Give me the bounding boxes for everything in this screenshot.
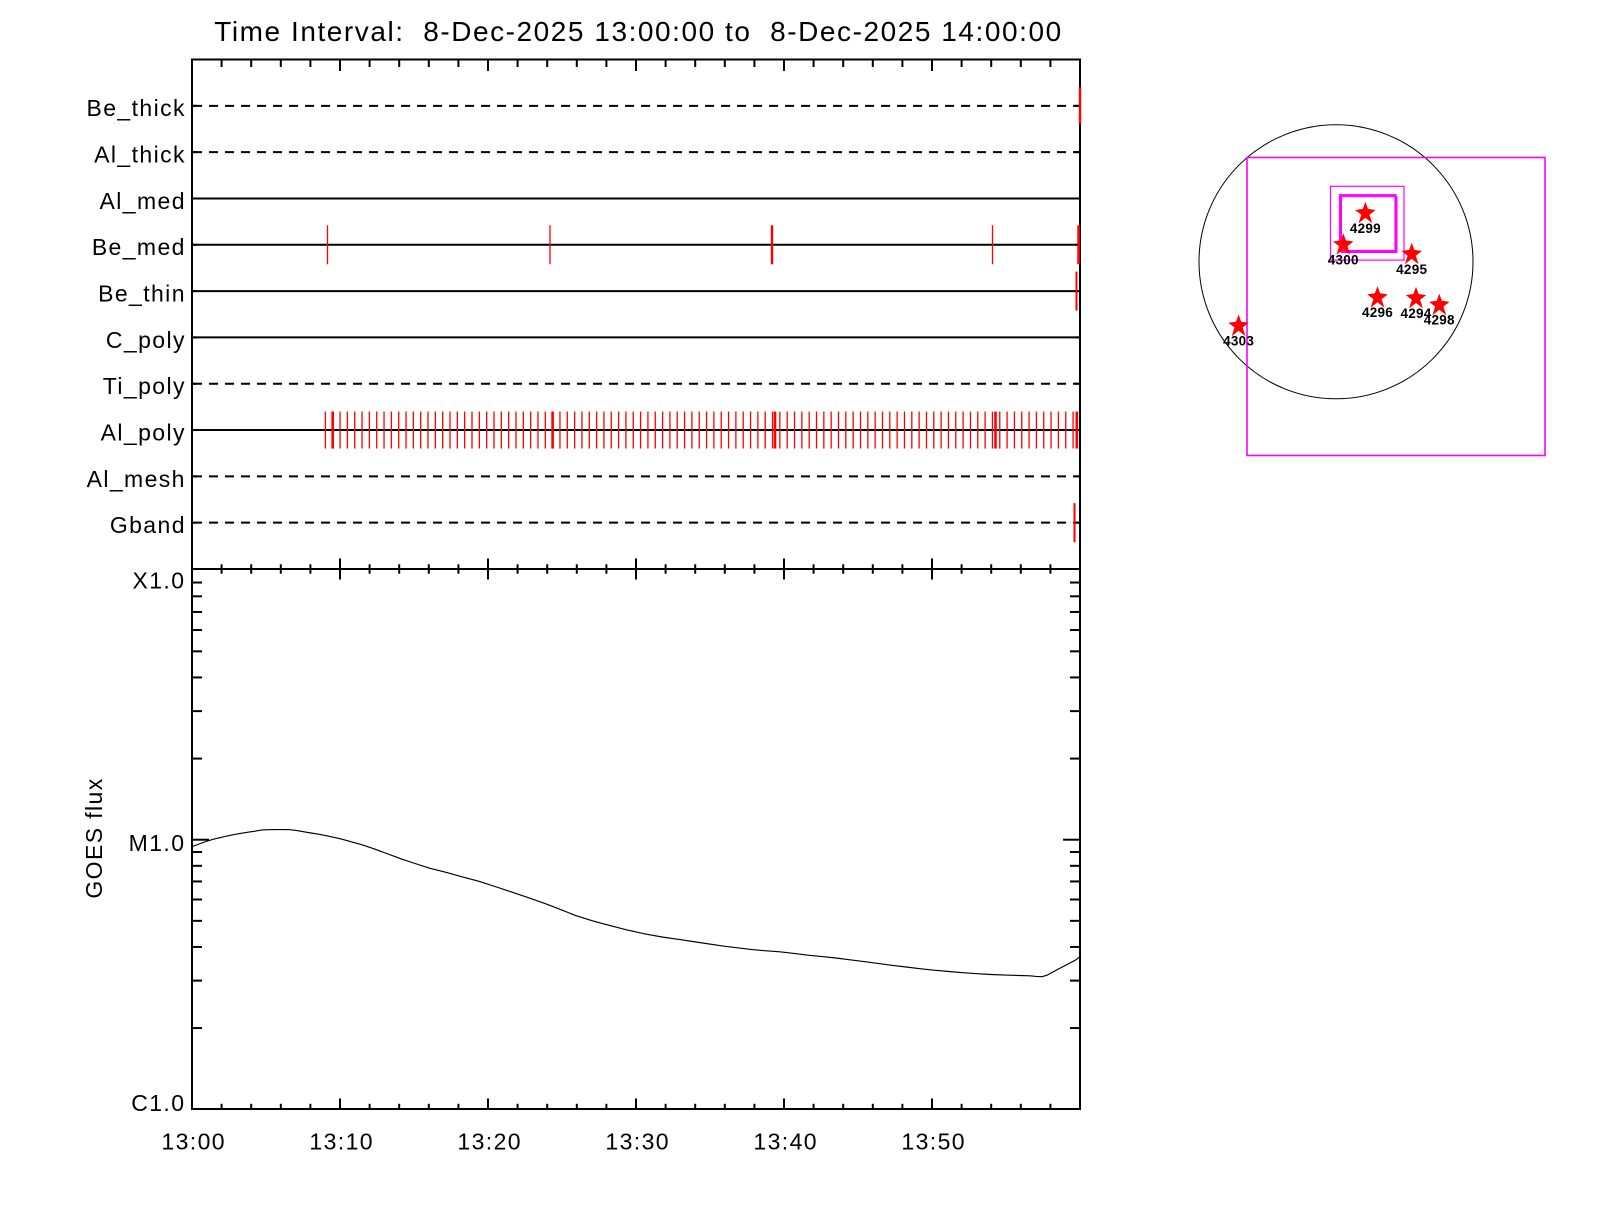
svg-text:4295: 4295 [1396, 262, 1427, 277]
svg-text:Al_thick: Al_thick [94, 142, 186, 168]
svg-text:M1.0: M1.0 [129, 830, 186, 856]
svg-text:4298: 4298 [1424, 313, 1455, 328]
svg-text:13:40: 13:40 [753, 1129, 818, 1155]
svg-text:C_poly: C_poly [106, 327, 186, 353]
svg-text:4299: 4299 [1350, 221, 1381, 236]
svg-text:Al_poly: Al_poly [101, 419, 186, 445]
svg-text:13:00: 13:00 [161, 1129, 226, 1155]
svg-text:13:20: 13:20 [457, 1129, 522, 1155]
svg-text:Time Interval: 8-Dec-2025 13:: Time Interval: 8-Dec-2025 13:00:00 to 8-… [214, 16, 1062, 47]
svg-text:13:10: 13:10 [309, 1129, 374, 1155]
svg-text:4303: 4303 [1223, 334, 1254, 349]
svg-text:13:30: 13:30 [605, 1129, 670, 1155]
svg-text:Ti_poly: Ti_poly [103, 373, 186, 399]
svg-text:X1.0: X1.0 [132, 567, 185, 593]
svg-text:Al_mesh: Al_mesh [87, 466, 186, 492]
svg-text:4296: 4296 [1362, 305, 1393, 320]
svg-text:4294: 4294 [1400, 306, 1431, 321]
svg-text:Gband: Gband [110, 512, 186, 538]
svg-text:13:50: 13:50 [901, 1129, 966, 1155]
svg-text:4300: 4300 [1328, 252, 1359, 267]
svg-text:Al_med: Al_med [100, 188, 186, 214]
svg-text:Be_thick: Be_thick [86, 95, 185, 121]
svg-text:Be_med: Be_med [92, 234, 186, 260]
svg-text:GOES flux: GOES flux [81, 777, 107, 898]
svg-text:Be_thin: Be_thin [98, 280, 186, 306]
svg-text:C1.0: C1.0 [131, 1090, 185, 1116]
